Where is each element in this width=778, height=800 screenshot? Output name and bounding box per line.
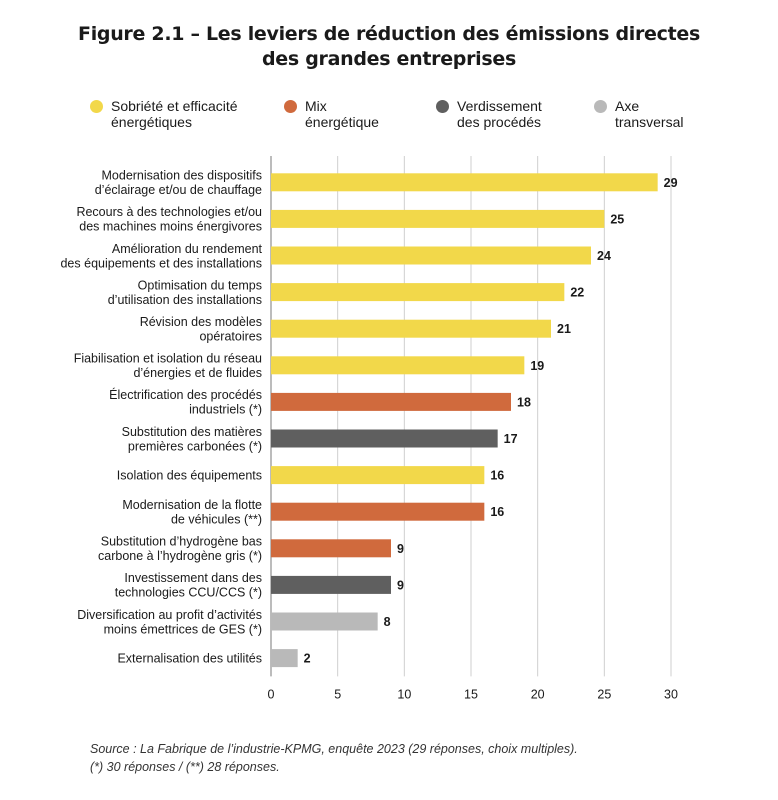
category-label: Substitution d’hydrogène bas carbone à l’… [98,535,262,564]
bar [271,392,511,411]
data-label: 19 [530,359,544,373]
data-label: 22 [570,286,584,300]
category-label: Substitution des matières premières carbo… [122,425,262,454]
legend-label: Sobriété et efficacité énergétiques [111,98,238,130]
legend-swatch [284,100,297,113]
x-tick-label: 20 [531,687,545,701]
chart-title: Figure 2.1 – Les leviers de réduction de… [0,22,778,72]
source-line: Source : La Fabrique de l’industrie-KPMG… [90,742,578,756]
data-label: 29 [664,176,678,190]
bar [271,575,391,594]
legend-label: Mix énergétique [305,98,379,130]
legend-item-verdissement: Verdissement des procédés [436,98,542,130]
data-label: 24 [597,249,611,263]
legend-label: Verdissement des procédés [457,98,542,130]
x-tick-label: 0 [268,687,275,701]
data-label: 2 [304,652,311,666]
bar [271,502,485,521]
data-label: 25 [610,212,624,226]
bar [271,539,391,558]
category-label: Fiabilisation et isolation du réseau d’én… [74,352,262,381]
category-label: Modernisation des dispositifs d’éclairage… [95,169,262,198]
category-label: Modernisation de la flotte de véhicules (… [122,498,262,527]
x-tick-label: 5 [334,687,341,701]
bar [271,356,525,375]
category-label: Optimisation du temps d’utilisation des i… [108,278,262,307]
bar [271,612,378,631]
bar [271,429,498,448]
data-label: 16 [490,505,504,519]
data-label: 16 [490,469,504,483]
category-label: Révision des modèles opératoires [140,315,262,344]
title-line: Figure 2.1 – Les leviers de réduction de… [78,23,700,45]
bar [271,209,605,228]
category-label: Diversification au profit d’activités moi… [77,608,262,637]
bar [271,466,485,485]
data-label: 9 [397,578,404,592]
x-tick-label: 15 [464,687,478,701]
x-tick-label: 10 [397,687,411,701]
legend-item-transversal: Axe transversal [594,98,683,130]
legend-item-sobriete: Sobriété et efficacité énergétiques [90,98,238,130]
legend-swatch [436,100,449,113]
category-label: Isolation des équipements [117,469,262,483]
bar [271,173,658,192]
category-label: Externalisation des utilités [117,652,262,666]
bar [271,283,565,302]
category-label: Investissement dans des technologies CCU/… [115,571,262,600]
bar [271,649,298,668]
data-label: 21 [557,322,571,336]
legend-swatch [594,100,607,113]
data-label: 8 [384,615,391,629]
data-label: 17 [504,432,518,446]
bar [271,319,551,338]
x-tick-label: 30 [664,687,678,701]
legend-swatch [90,100,103,113]
title-line: des grandes entreprises [262,48,516,70]
legend-item-mix: Mix énergétique [284,98,379,130]
bar [271,246,591,265]
legend: Sobriété et efficacité énergétiques Mix én… [0,98,778,138]
category-label: Électrification des procédés industriels … [109,387,262,417]
data-label: 9 [397,542,404,556]
source-line: (*) 30 réponses / (**) 28 réponses. [90,760,280,774]
data-label: 18 [517,395,531,409]
source-note: Source : La Fabrique de l’industrie-KPMG… [90,740,578,776]
x-tick-label: 25 [597,687,611,701]
legend-label: Axe transversal [615,98,684,130]
category-label: Amélioration du rendement des équipements… [60,242,262,271]
category-label: Recours à des technologies et/ou des mach… [76,205,262,234]
